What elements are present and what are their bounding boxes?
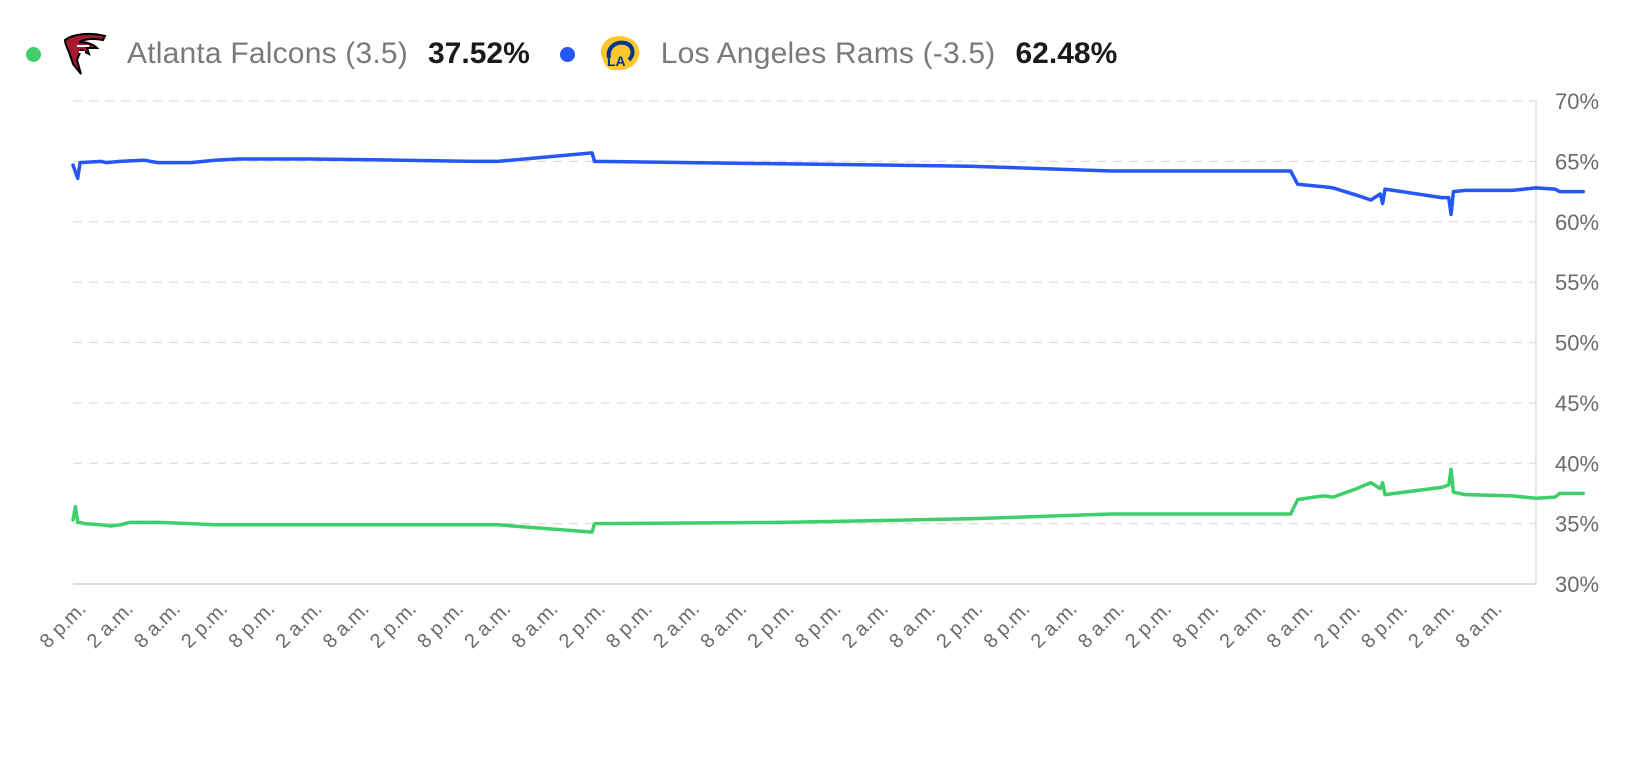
x-tick-label: 2 p.m. [177, 598, 232, 653]
x-tick-label: 2 p.m. [932, 598, 987, 653]
legend-falcons-name: Atlanta Falcons (3.5) [127, 37, 408, 70]
falcons-logo-icon [63, 32, 107, 75]
x-tick-label: 2 a.m. [649, 598, 704, 653]
x-tick-label: 2 p.m. [366, 598, 421, 653]
rams-logo-icon: LA [600, 36, 640, 71]
falcons-color-dot [26, 46, 41, 62]
x-tick-label: 2 a.m. [838, 598, 893, 653]
series-line-rams[interactable] [71, 151, 1585, 217]
x-tick-label: 8 a.m. [1451, 598, 1506, 653]
x-tick-label: 8 a.m. [1263, 598, 1318, 653]
x-tick-label: 8 a.m. [130, 598, 185, 653]
x-tick-label: 8 a.m. [696, 598, 751, 653]
x-tick-label: 2 a.m. [83, 598, 138, 653]
x-tick-label: 2 a.m. [1027, 598, 1082, 653]
x-tick-label: 2 a.m. [272, 598, 327, 653]
legend-rams-value: 62.48% [1015, 37, 1118, 70]
x-tick-label: 2 p.m. [744, 598, 799, 653]
y-tick-label: 55% [1555, 270, 1599, 295]
legend-rams-name: Los Angeles Rams (-3.5) [660, 37, 996, 70]
y-tick-label: 35% [1555, 512, 1599, 537]
legend-item-rams[interactable]: LA Los Angeles Rams (-3.5) 62.48% [559, 30, 1118, 78]
y-tick-label: 50% [1555, 331, 1599, 356]
x-tick-label: 8 p.m. [602, 598, 657, 653]
y-tick-label: 30% [1555, 572, 1599, 597]
grid-lines: 70% 65% 60% 55% 50% 45% 40% 35% 30% [73, 89, 1599, 597]
x-axis-ticks: 8 p.m.2 a.m.8 a.m.2 p.m.8 p.m.2 a.m.8 a.… [36, 598, 1507, 653]
x-tick-label: 8 p.m. [36, 598, 91, 653]
x-tick-label: 8 a.m. [508, 598, 563, 653]
y-tick-label: 40% [1555, 451, 1599, 476]
rams-color-dot [559, 46, 575, 62]
y-tick-label: 60% [1555, 210, 1599, 235]
x-tick-label: 8 a.m. [885, 598, 940, 653]
series-line-falcons[interactable] [71, 467, 1585, 534]
x-tick-label: 8 p.m. [1357, 598, 1412, 653]
y-tick-label: 65% [1555, 149, 1599, 174]
x-tick-label: 8 p.m. [224, 598, 279, 653]
x-tick-label: 2 a.m. [1216, 598, 1271, 653]
x-tick-label: 8 p.m. [980, 598, 1035, 653]
y-tick-label: 45% [1555, 391, 1599, 416]
x-tick-label: 8 p.m. [791, 598, 846, 653]
legend-falcons-value: 37.52% [428, 37, 530, 70]
x-tick-label: 2 p.m. [555, 598, 610, 653]
x-tick-label: 2 p.m. [1310, 598, 1365, 653]
x-tick-label: 2 a.m. [1404, 598, 1459, 653]
y-tick-label: 70% [1555, 89, 1599, 114]
x-tick-label: 8 p.m. [413, 598, 468, 653]
svg-text:LA: LA [607, 53, 626, 69]
x-tick-label: 2 p.m. [1121, 598, 1176, 653]
chart-legend: Atlanta Falcons (3.5) 37.52% LA Los Ange… [26, 26, 1147, 82]
legend-item-falcons[interactable]: Atlanta Falcons (3.5) 37.52% [26, 30, 530, 78]
x-tick-label: 8 a.m. [319, 598, 374, 653]
x-tick-label: 2 a.m. [460, 598, 515, 653]
x-tick-label: 8 p.m. [1168, 598, 1223, 653]
x-tick-label: 8 a.m. [1074, 598, 1129, 653]
